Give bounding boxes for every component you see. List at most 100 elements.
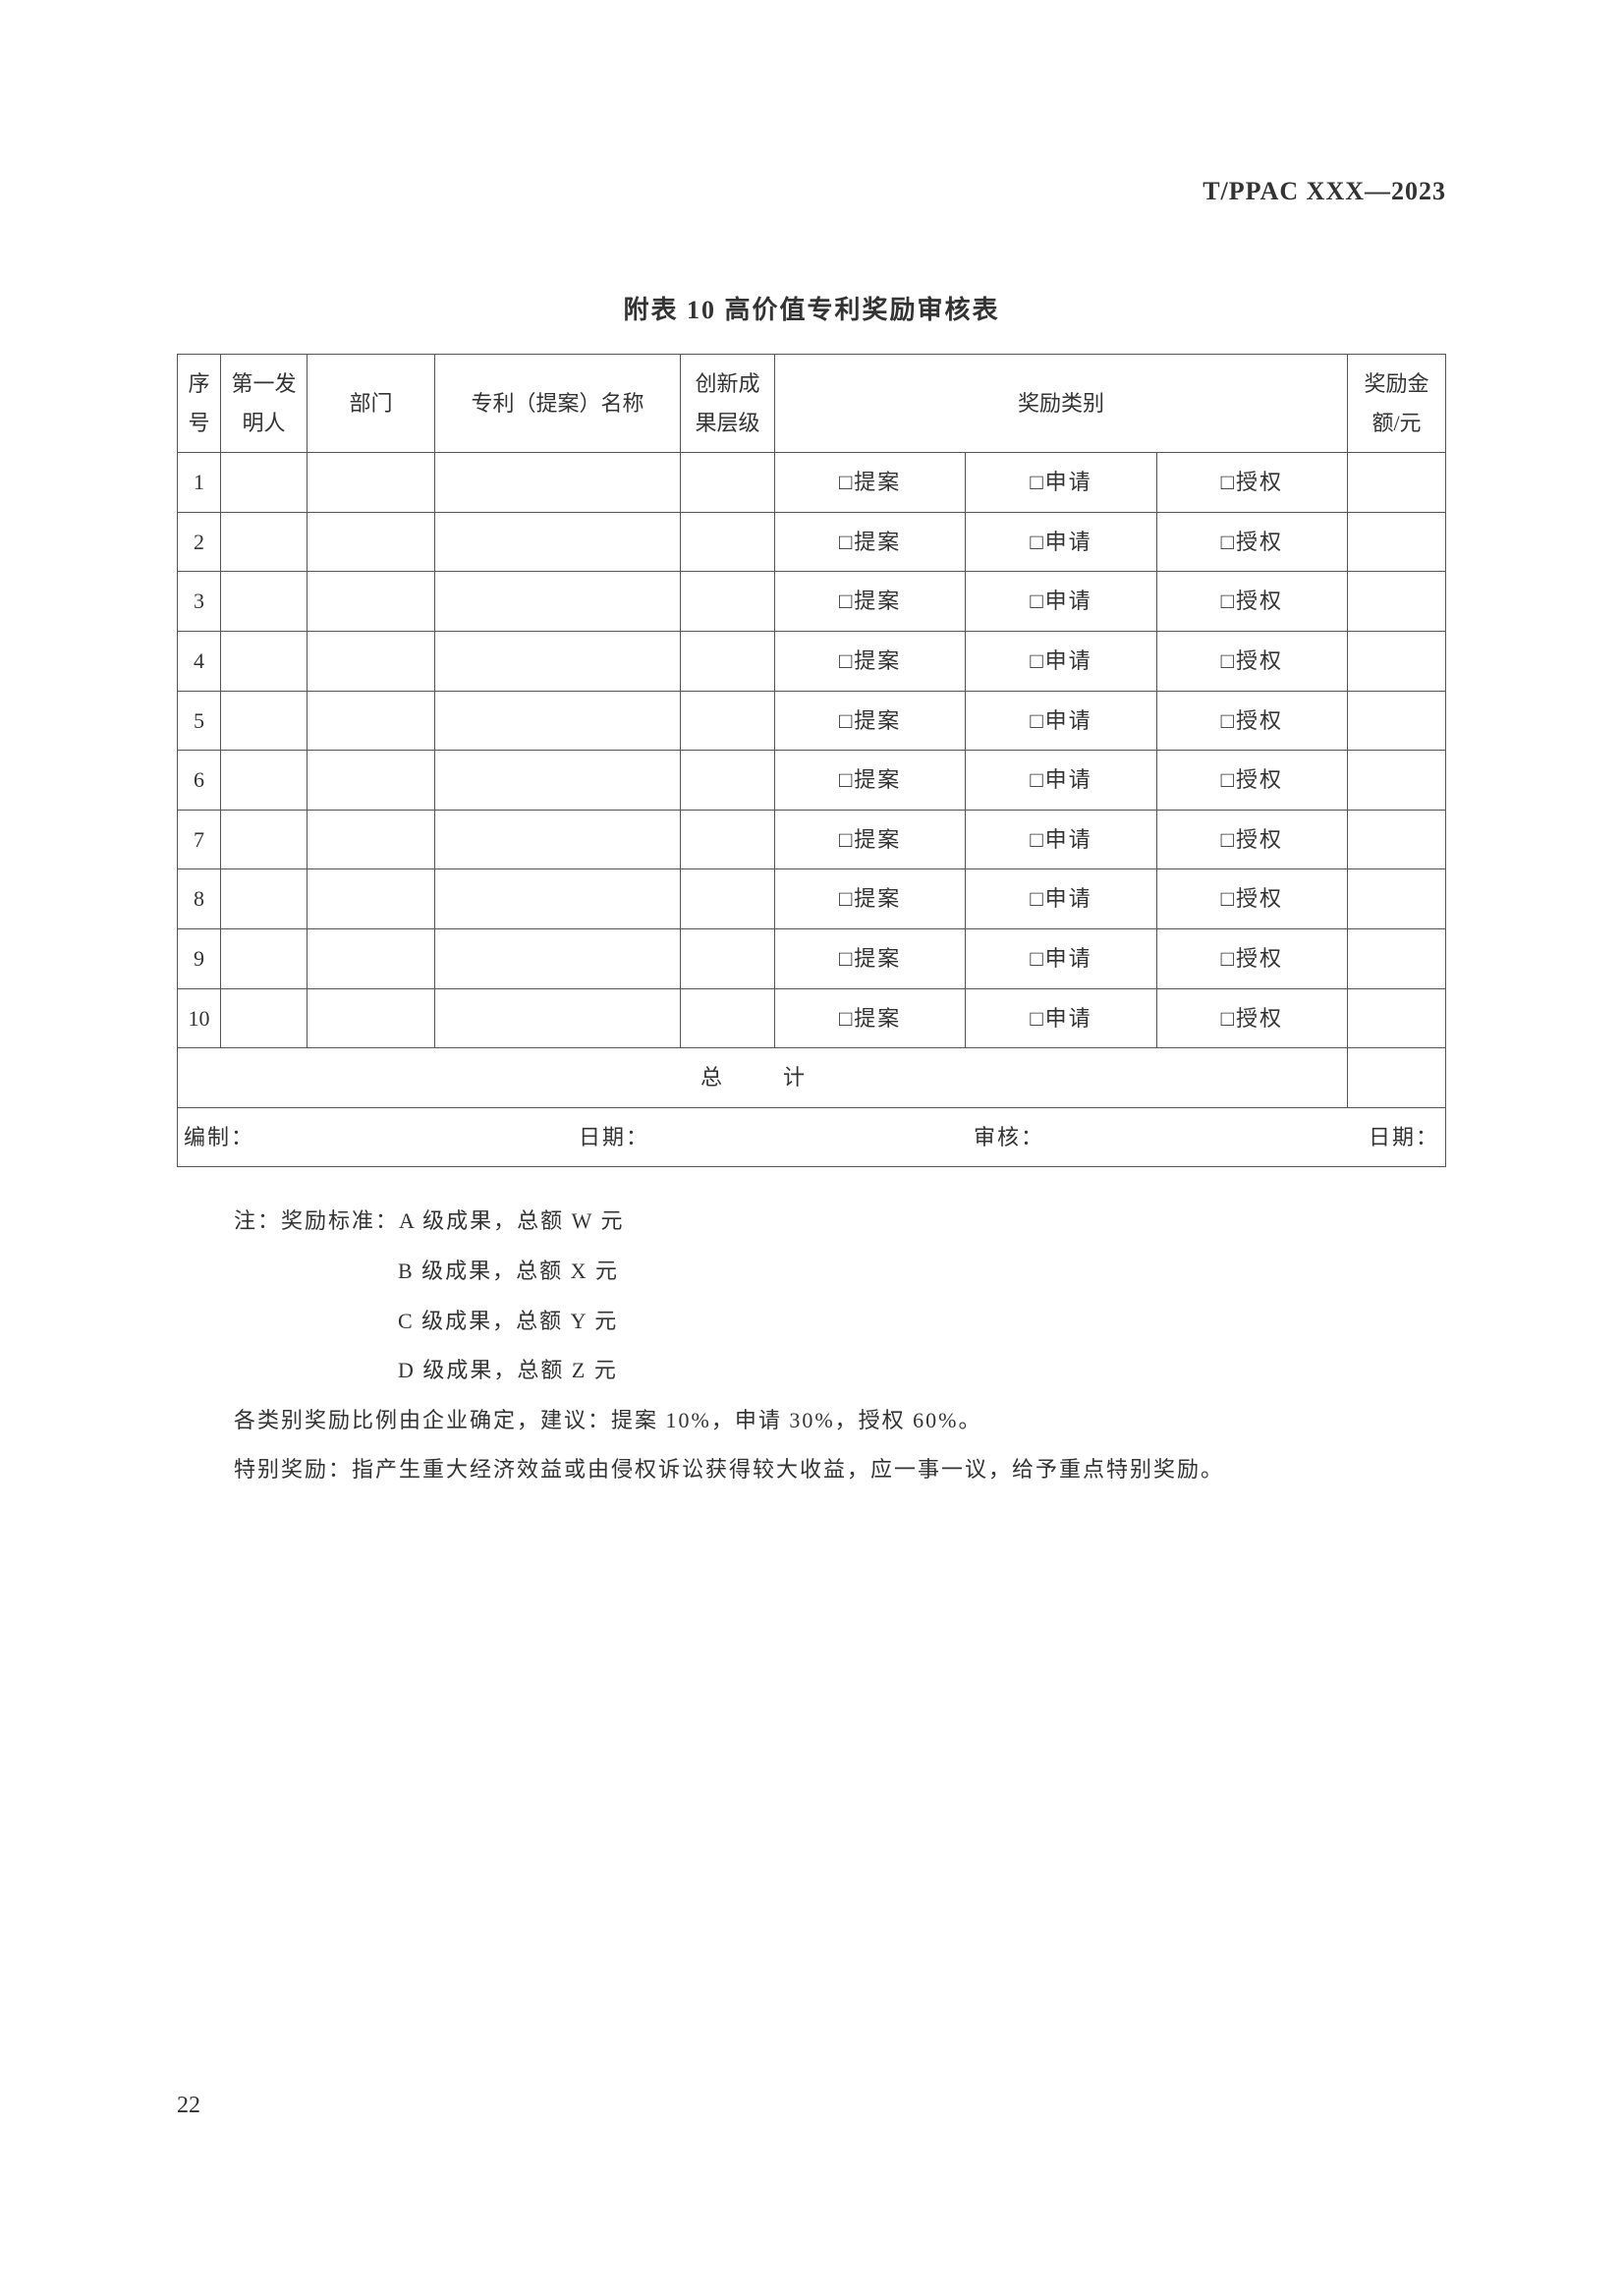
doc-header: T/PPAC XXX—2023	[177, 177, 1446, 206]
cell-check-apply: □申请	[966, 572, 1156, 632]
cell-amount	[1348, 928, 1446, 988]
cell-level	[681, 512, 775, 572]
table-row: 7□提案□申请□授权	[178, 810, 1446, 869]
cell-patent-name	[435, 751, 681, 811]
table-row: 5□提案□申请□授权	[178, 691, 1446, 751]
cell-inventor	[221, 631, 308, 691]
cell-patent-name	[435, 572, 681, 632]
col-category: 奖励类别	[775, 355, 1348, 453]
col-level: 创新成果层级	[681, 355, 775, 453]
cell-amount	[1348, 572, 1446, 632]
cell-check-apply: □申请	[966, 631, 1156, 691]
table-row: 6□提案□申请□授权	[178, 751, 1446, 811]
cell-inventor	[221, 453, 308, 513]
cell-patent-name	[435, 988, 681, 1048]
total-row: 总 计	[178, 1048, 1446, 1108]
page-number: 22	[177, 2093, 200, 2119]
cell-patent-name	[435, 691, 681, 751]
cell-seq: 2	[178, 512, 221, 572]
table-header-row: 序号 第一发明人 部门 专利（提案）名称 创新成果层级 奖励类别 奖励金额/元	[178, 355, 1446, 453]
col-amount: 奖励金额/元	[1348, 355, 1446, 453]
cell-check-proposal: □提案	[775, 512, 966, 572]
note-line-5: 各类别奖励比例由企业确定，建议：提案 10%，申请 30%，授权 60%。	[177, 1396, 1446, 1446]
cell-check-proposal: □提案	[775, 869, 966, 929]
cell-level	[681, 810, 775, 869]
col-seq: 序号	[178, 355, 221, 453]
cell-dept	[308, 751, 435, 811]
cell-check-apply: □申请	[966, 453, 1156, 513]
table-row: 2□提案□申请□授权	[178, 512, 1446, 572]
table-body: 1□提案□申请□授权2□提案□申请□授权3□提案□申请□授权4□提案□申请□授权…	[178, 453, 1446, 1048]
cell-patent-name	[435, 869, 681, 929]
cell-patent-name	[435, 631, 681, 691]
cell-check-grant: □授权	[1156, 631, 1347, 691]
cell-inventor	[221, 869, 308, 929]
cell-dept	[308, 512, 435, 572]
col-patent-name: 专利（提案）名称	[435, 355, 681, 453]
cell-dept	[308, 572, 435, 632]
cell-check-apply: □申请	[966, 751, 1156, 811]
compile-label: 编制：	[184, 1118, 254, 1157]
table-row: 10□提案□申请□授权	[178, 988, 1446, 1048]
cell-inventor	[221, 691, 308, 751]
cell-check-grant: □授权	[1156, 869, 1347, 929]
cell-patent-name	[435, 512, 681, 572]
table-row: 8 □提案□申请□授权	[178, 869, 1446, 929]
cell-amount	[1348, 691, 1446, 751]
cell-patent-name	[435, 810, 681, 869]
cell-seq: 8	[178, 869, 221, 929]
cell-check-apply: □申请	[966, 869, 1156, 929]
cell-check-proposal: □提案	[775, 988, 966, 1048]
cell-dept	[308, 928, 435, 988]
cell-seq: 3	[178, 572, 221, 632]
cell-dept	[308, 453, 435, 513]
cell-amount	[1348, 512, 1446, 572]
cell-check-proposal: □提案	[775, 751, 966, 811]
cell-check-grant: □授权	[1156, 928, 1347, 988]
cell-level	[681, 928, 775, 988]
cell-patent-name	[435, 453, 681, 513]
cell-dept	[308, 869, 435, 929]
cell-level	[681, 453, 775, 513]
cell-seq: 5	[178, 691, 221, 751]
cell-check-grant: □授权	[1156, 988, 1347, 1048]
notes-section: 注：奖励标准：A 级成果，总额 W 元 B 级成果，总额 X 元 C 级成果，总…	[177, 1197, 1446, 1495]
cell-inventor	[221, 572, 308, 632]
cell-inventor	[221, 988, 308, 1048]
cell-check-apply: □申请	[966, 810, 1156, 869]
cell-seq: 1	[178, 453, 221, 513]
cell-check-apply: □申请	[966, 691, 1156, 751]
review-label: 审核：	[974, 1118, 1044, 1157]
cell-amount	[1348, 453, 1446, 513]
cell-level	[681, 572, 775, 632]
cell-amount	[1348, 751, 1446, 811]
note-line-1: 注：奖励标准：A 级成果，总额 W 元	[177, 1197, 1446, 1247]
cell-amount	[1348, 869, 1446, 929]
cell-check-grant: □授权	[1156, 751, 1347, 811]
award-review-table: 序号 第一发明人 部门 专利（提案）名称 创新成果层级 奖励类别 奖励金额/元 …	[177, 354, 1446, 1167]
cell-check-proposal: □提案	[775, 810, 966, 869]
cell-check-proposal: □提案	[775, 453, 966, 513]
cell-level	[681, 988, 775, 1048]
cell-level	[681, 751, 775, 811]
cell-seq: 9	[178, 928, 221, 988]
col-dept: 部门	[308, 355, 435, 453]
table-title: 附表 10 高价值专利奖励审核表	[177, 290, 1446, 326]
cell-check-apply: □申请	[966, 512, 1156, 572]
signature-row: 编制： 日期： 审核： 日期：	[178, 1107, 1446, 1167]
note-line-2: B 级成果，总额 X 元	[177, 1247, 1446, 1297]
col-inventor: 第一发明人	[221, 355, 308, 453]
note-line-6: 特别奖励：指产生重大经济效益或由侵权诉讼获得较大收益，应一事一议，给予重点特别奖…	[177, 1445, 1446, 1495]
note-line-4: D 级成果，总额 Z 元	[177, 1346, 1446, 1396]
cell-amount	[1348, 810, 1446, 869]
cell-check-proposal: □提案	[775, 572, 966, 632]
cell-check-proposal: □提案	[775, 928, 966, 988]
date2-label: 日期：	[1369, 1118, 1439, 1157]
cell-check-proposal: □提案	[775, 691, 966, 751]
cell-level	[681, 631, 775, 691]
total-label: 总 计	[178, 1048, 1348, 1108]
document-page: T/PPAC XXX—2023 附表 10 高价值专利奖励审核表 序号 第一发明…	[0, 0, 1623, 1574]
cell-dept	[308, 631, 435, 691]
cell-inventor	[221, 751, 308, 811]
cell-patent-name	[435, 928, 681, 988]
